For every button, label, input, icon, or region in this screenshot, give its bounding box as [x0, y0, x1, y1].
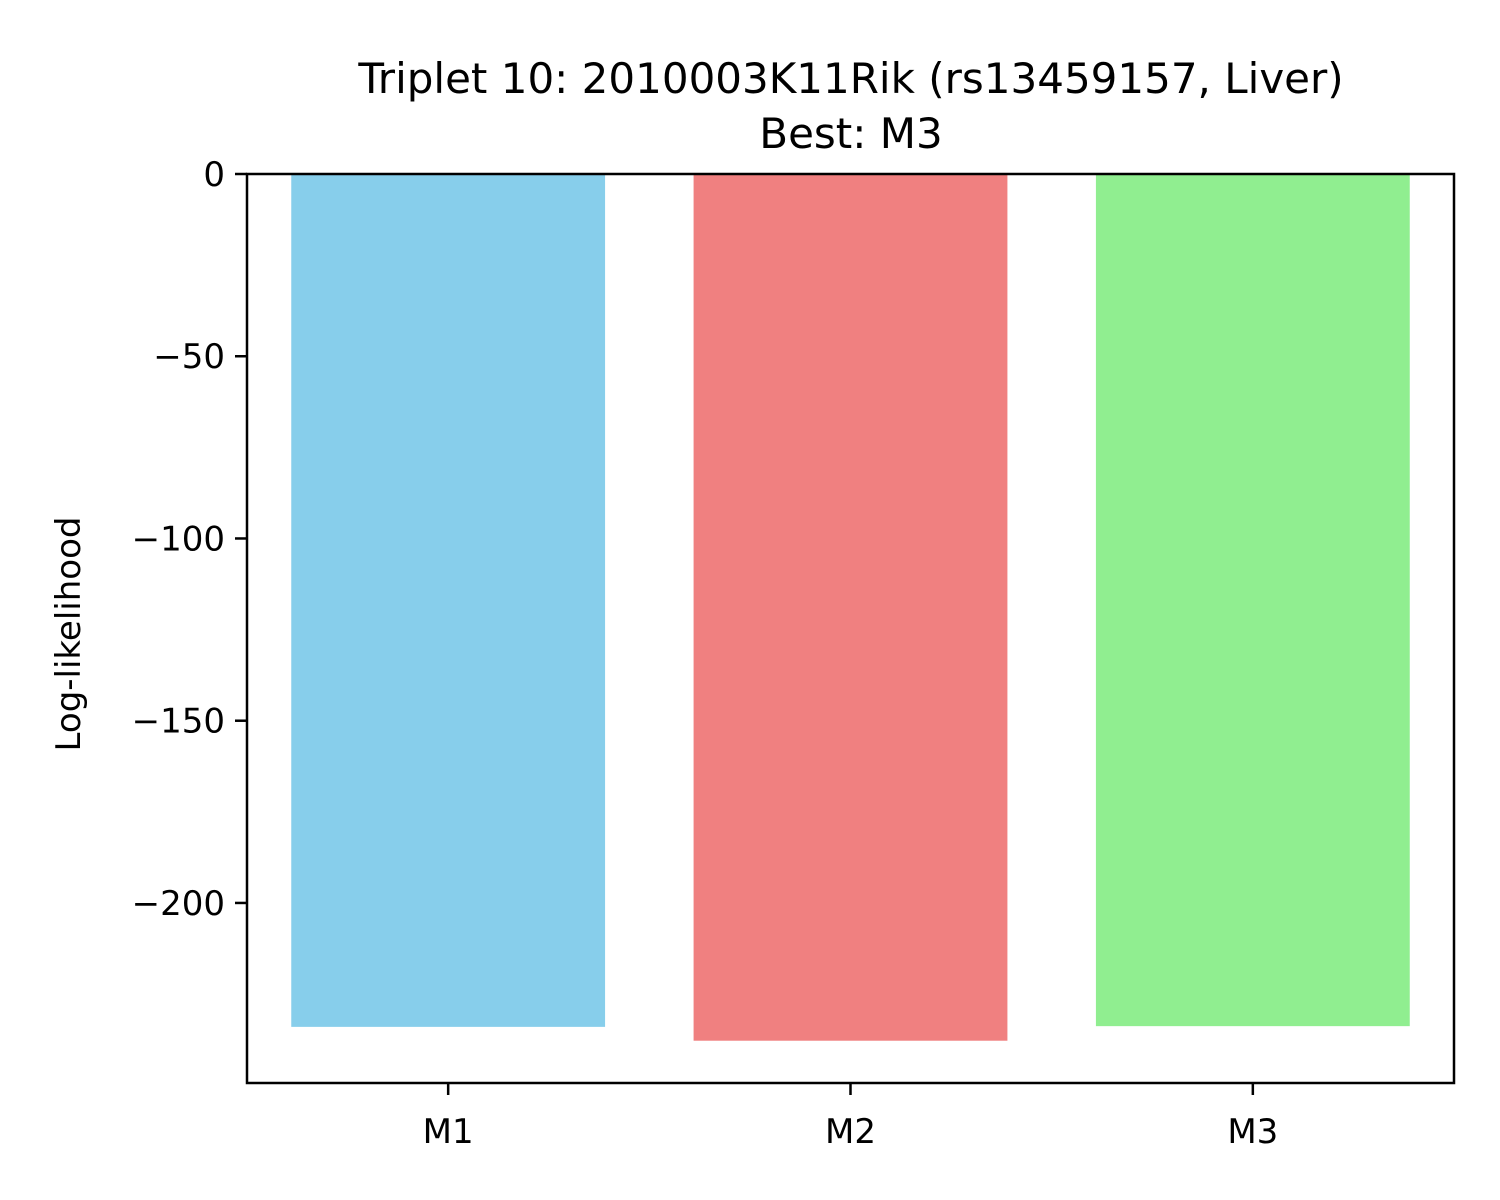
bar-m2 [693, 174, 1008, 1041]
chart-subtitle: Best: M3 [759, 109, 942, 158]
bars-group [291, 174, 1410, 1041]
y-tick-label: −100 [132, 519, 225, 559]
y-axis-ticks: 0 −50 −100 −150 −200 [132, 155, 247, 924]
bar-m1 [291, 174, 606, 1027]
y-axis-label: Log-likelihood [49, 517, 89, 752]
x-tick-label: M3 [1227, 1112, 1278, 1152]
x-axis-ticks: M1 M2 M3 [423, 1083, 1278, 1152]
plot-frame [245, 172, 1456, 1085]
y-tick-label: −200 [132, 884, 225, 924]
y-tick-label: −150 [132, 702, 225, 742]
y-tick-label: 0 [203, 155, 225, 195]
bar-m3 [1095, 174, 1410, 1027]
chart-title: Triplet 10: 2010003K11Rik (rs13459157, L… [357, 54, 1343, 103]
x-tick-label: M1 [423, 1112, 474, 1152]
y-tick-label: −50 [153, 337, 225, 377]
x-tick-label: M2 [825, 1112, 876, 1152]
